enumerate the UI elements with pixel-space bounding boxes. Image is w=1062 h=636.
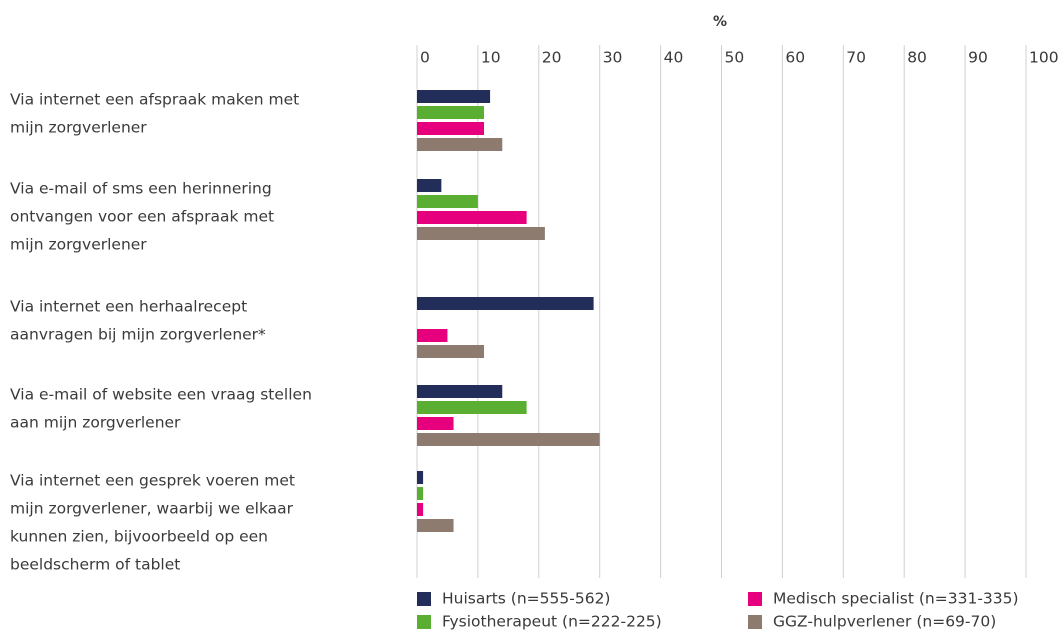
- bar: [417, 345, 484, 358]
- bar: [417, 211, 527, 224]
- bar: [417, 106, 484, 119]
- bar: [417, 487, 424, 500]
- bar: [417, 519, 454, 532]
- legend-swatch: [748, 592, 762, 606]
- x-tick-label: 90: [968, 49, 988, 67]
- legend-label: Fysiotherapeut (n=222-225): [442, 613, 662, 631]
- legend-label: GGZ-hulpverlener (n=69-70): [773, 613, 996, 631]
- bar: [417, 385, 503, 398]
- category-label: mijn zorgverlener: [10, 119, 147, 137]
- category-label: ontvangen voor een afspraak met: [10, 208, 274, 226]
- bar: [417, 90, 491, 103]
- category-label: Via internet een gesprek voeren met: [10, 472, 295, 490]
- x-tick-label: 60: [785, 49, 805, 67]
- category-label: mijn zorgverlener, waarbij we elkaar: [10, 500, 294, 518]
- x-tick-label: 50: [725, 49, 745, 67]
- x-tick-label: 100: [1029, 49, 1059, 67]
- legend-label: Huisarts (n=555-562): [442, 590, 610, 608]
- category-label: aanvragen bij mijn zorgverlener*: [10, 326, 266, 344]
- x-axis-label: %: [713, 14, 727, 30]
- bar: [417, 138, 503, 151]
- category-label: mijn zorgverlener: [10, 236, 147, 254]
- bar: [417, 195, 478, 208]
- bar: [417, 401, 527, 414]
- x-tick-label: 10: [481, 49, 501, 67]
- category-label: kunnen zien, bijvoorbeeld op een: [10, 528, 268, 546]
- bar: [417, 471, 424, 484]
- legend-swatch: [417, 592, 431, 606]
- category-label: beeldscherm of tablet: [10, 556, 180, 574]
- x-tick-label: 70: [846, 49, 866, 67]
- category-label: Via internet een afspraak maken met: [10, 91, 299, 109]
- x-tick-label: 30: [603, 49, 623, 67]
- bar: [417, 297, 594, 310]
- category-label: Via internet een herhaalrecept: [10, 298, 247, 316]
- x-tick-label: 0: [420, 49, 430, 67]
- bar: [417, 417, 454, 430]
- bar: [417, 433, 600, 446]
- x-tick-label: 20: [542, 49, 562, 67]
- category-label: Via e-mail of website een vraag stellen: [10, 386, 312, 404]
- bar: [417, 503, 424, 516]
- x-tick-label: 40: [664, 49, 684, 67]
- bar: [417, 227, 545, 240]
- legend-label: Medisch specialist (n=331-335): [773, 590, 1019, 608]
- category-label: Via e-mail of sms een herinnering: [10, 180, 272, 198]
- legend-swatch: [748, 615, 762, 629]
- legend-swatch: [417, 615, 431, 629]
- x-tick-label: 80: [907, 49, 927, 67]
- category-label: aan mijn zorgverlener: [10, 414, 181, 432]
- bar: [417, 122, 484, 135]
- bar: [417, 179, 442, 192]
- bar: [417, 329, 448, 342]
